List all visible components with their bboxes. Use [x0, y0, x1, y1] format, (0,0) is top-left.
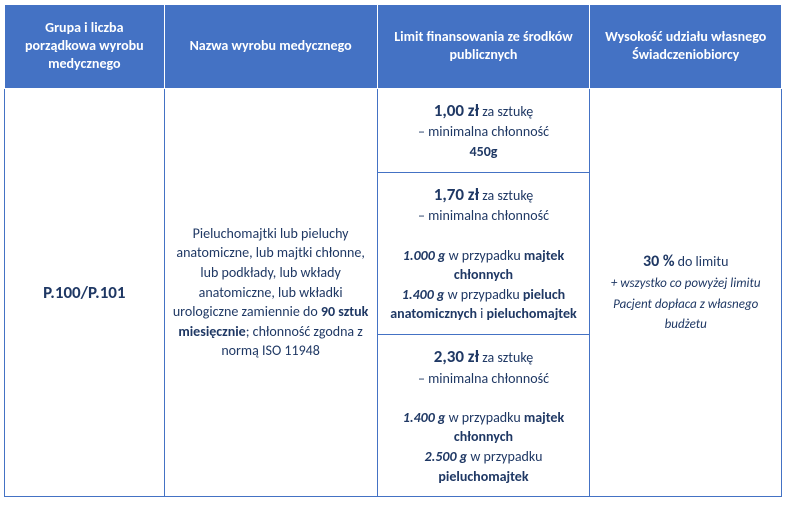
cell-share: 30 % do limitu + wszystko co powyżej lim… [590, 88, 782, 497]
limit2-g1: 1.000 g [403, 247, 446, 264]
data-row-1: P.100/P.101 Pieluchomajtki lub pieluchy … [5, 88, 782, 172]
cell-limit-2: 1,70 zł za sztukę – minimalna chłonność … [377, 172, 590, 334]
limit1-line2: – minimalna chłonność [418, 123, 549, 140]
limit2-b2and: i [477, 305, 487, 322]
header-product: Nazwa wyrobu medycznego [164, 5, 377, 89]
limit1-line3: 450g [470, 143, 498, 160]
limit2-g2: 1.400 g [402, 286, 445, 303]
product-code: P.100/P.101 [43, 282, 125, 303]
header-share: Wysokość udziału własnego Świadczeniobio… [590, 5, 782, 89]
limit2-b2b: pieluchomajtek [487, 305, 577, 322]
cell-limit-3: 2,30 zł za sztukę – minimalna chłonność … [377, 334, 590, 496]
limit2-unit: za sztukę [479, 187, 533, 204]
share-note: + wszystko co powyżej limitu Pacjent dop… [611, 276, 761, 331]
limit1-price: 1,00 zł [434, 100, 479, 121]
header-limit: Limit finansowania ze środków publicznyc… [377, 5, 590, 89]
limit2-line2: – minimalna chłonność [418, 207, 549, 224]
header-group: Grupa i liczba porządkowa wyrobu medyczn… [5, 5, 165, 89]
limit1-unit: za sztukę [479, 103, 533, 120]
share-pct-text: do limitu [674, 253, 728, 270]
cell-code: P.100/P.101 [5, 88, 165, 497]
limit2-price: 1,70 zł [434, 184, 479, 205]
limit3-b2: pieluchomajtek [438, 468, 528, 485]
limit3-g2: 2.500 g [424, 448, 467, 465]
limit3-unit: za sztukę [479, 349, 533, 366]
cell-description: Pieluchomajtki lub pieluchy anatomiczne,… [164, 88, 377, 497]
cell-limit-1: 1,00 zł za sztukę – minimalna chłonność … [377, 88, 590, 172]
header-row: Grupa i liczba porządkowa wyrobu medyczn… [5, 5, 782, 89]
limit3-price: 2,30 zł [434, 346, 479, 367]
limit2-t2: w przypadku [444, 286, 522, 303]
limit3-line2: – minimalna chłonność [418, 370, 549, 387]
limit2-t1: w przypadku [445, 247, 523, 264]
share-pct: 30 % [643, 252, 675, 271]
reimbursement-table: Grupa i liczba porządkowa wyrobu medyczn… [4, 4, 782, 497]
limit3-t1: w przypadku [445, 409, 523, 426]
limit3-g1: 1.400 g [403, 409, 446, 426]
limit3-t2: w przypadku [467, 448, 542, 465]
